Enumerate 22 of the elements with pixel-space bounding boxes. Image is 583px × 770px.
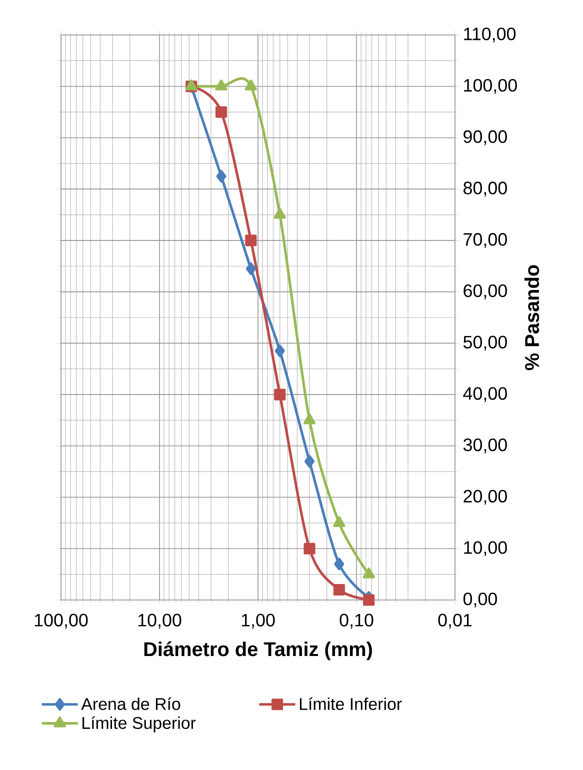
y-tick-label: 100,00 bbox=[464, 78, 517, 94]
x-axis-title: Diámetro de Tamiz (mm) bbox=[144, 641, 372, 660]
x-tick-label: 10,00 bbox=[138, 614, 182, 629]
y-tick-label: 80,00 bbox=[464, 182, 507, 196]
y-tick-label: 50,00 bbox=[463, 336, 507, 351]
x-tick-label: 0,01 bbox=[438, 614, 472, 629]
y-tick-label: 40,00 bbox=[463, 387, 507, 402]
y-tick-label: 110,00 bbox=[464, 28, 516, 42]
y-tick-label: 30,00 bbox=[463, 438, 507, 454]
x-tick-label: 1,00 bbox=[242, 614, 275, 629]
x-tick-label: 0,10 bbox=[340, 614, 374, 629]
y-axis-title: % Pasando bbox=[524, 265, 540, 370]
legend-label: Límite Superior bbox=[82, 716, 196, 732]
y-tick-label: 90,00 bbox=[464, 130, 507, 146]
y-tick-label: 10,00 bbox=[464, 541, 507, 556]
y-tick-label: 60,00 bbox=[464, 284, 507, 300]
legend-label: Límite Inferior bbox=[300, 697, 402, 710]
y-tick-label: 20,00 bbox=[464, 490, 507, 505]
y-tick-label: 70,00 bbox=[464, 233, 507, 248]
x-tick-label: 100,00 bbox=[34, 614, 88, 629]
y-tick-label: 0,00 bbox=[463, 592, 497, 608]
legend-label: Arena de Río bbox=[81, 697, 180, 710]
